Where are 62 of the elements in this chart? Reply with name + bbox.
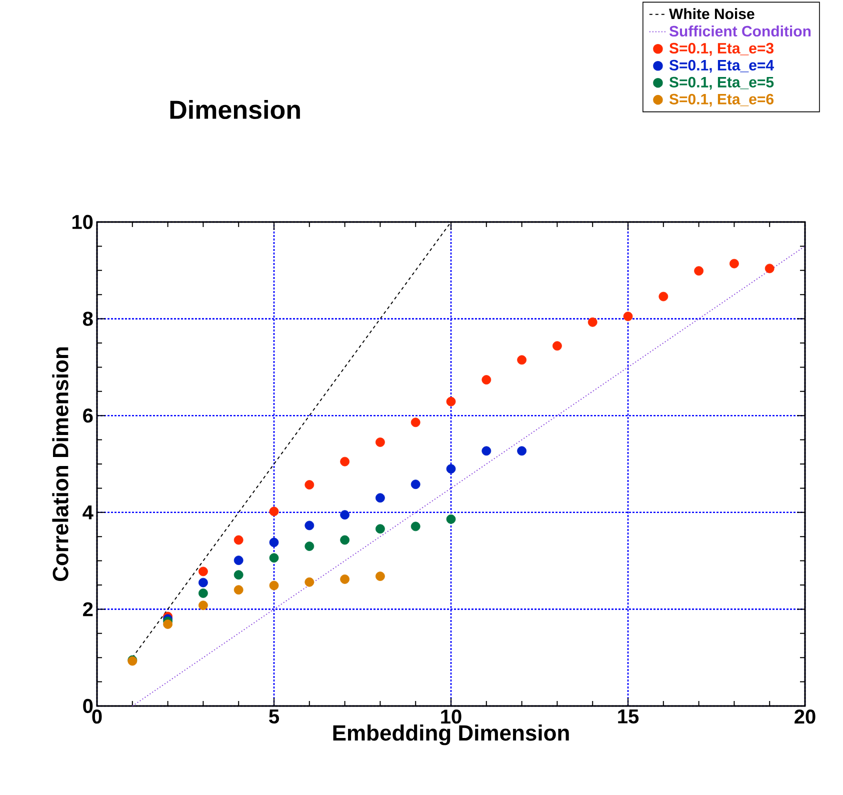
y-tick-label: 0 — [83, 698, 93, 714]
x-tick-label: 0 — [92, 710, 102, 724]
point — [269, 506, 279, 516]
y-tick-label: 4 — [82, 506, 94, 520]
point — [234, 585, 244, 595]
point — [340, 510, 350, 520]
point — [658, 292, 668, 302]
point — [340, 574, 350, 584]
legend-label: S=0.1, Eta_e=5 — [669, 76, 774, 90]
point — [623, 312, 633, 322]
point — [410, 418, 420, 428]
point — [304, 480, 314, 490]
y-axis-title: Correlation Dimension — [52, 347, 68, 582]
point — [730, 258, 739, 268]
point — [234, 570, 244, 580]
x-axis-title: Embedding Dimension — [333, 724, 569, 746]
point — [446, 514, 456, 524]
point — [376, 493, 385, 503]
point — [163, 620, 172, 629]
y-tick-label: 6 — [83, 408, 93, 423]
point — [198, 566, 208, 576]
point — [198, 588, 208, 598]
point — [764, 264, 774, 274]
x-tick-label: 20 — [794, 710, 816, 724]
point — [694, 266, 704, 276]
point — [446, 464, 456, 474]
point — [304, 542, 314, 551]
point — [269, 538, 279, 548]
point — [376, 572, 385, 581]
y-tick-label: 2 — [83, 602, 93, 616]
point — [482, 446, 492, 456]
point — [376, 524, 385, 534]
x-tick-label: 5 — [269, 710, 280, 724]
point — [588, 317, 598, 327]
legend-label: S=0.1, Eta_e=3 — [669, 42, 774, 56]
point — [410, 480, 420, 490]
point — [198, 600, 208, 610]
point — [269, 553, 279, 563]
point — [552, 341, 562, 351]
legend-label: S=0.1, Eta_e=4 — [669, 60, 774, 73]
point — [482, 375, 492, 384]
point — [198, 578, 208, 588]
point — [234, 535, 244, 545]
point — [304, 577, 314, 587]
point — [446, 396, 456, 406]
point — [234, 556, 244, 566]
y-tick-label: 8 — [82, 312, 93, 326]
point — [517, 355, 526, 365]
chart-title: Dimension — [170, 100, 300, 120]
point — [269, 580, 279, 590]
point — [410, 522, 420, 532]
point — [376, 438, 385, 447]
y-tick-label: 10 — [72, 214, 93, 230]
x-tick-label: 15 — [618, 710, 639, 724]
point — [304, 520, 314, 530]
point — [517, 446, 526, 456]
point — [340, 456, 350, 466]
x-tick-label: 10 — [441, 710, 462, 724]
legend-label: S=0.1, Eta_e=6 — [669, 94, 774, 107]
point — [340, 535, 350, 545]
legend-label: Sufficient Condition — [669, 26, 811, 37]
legend-label: White Noise — [669, 8, 754, 20]
